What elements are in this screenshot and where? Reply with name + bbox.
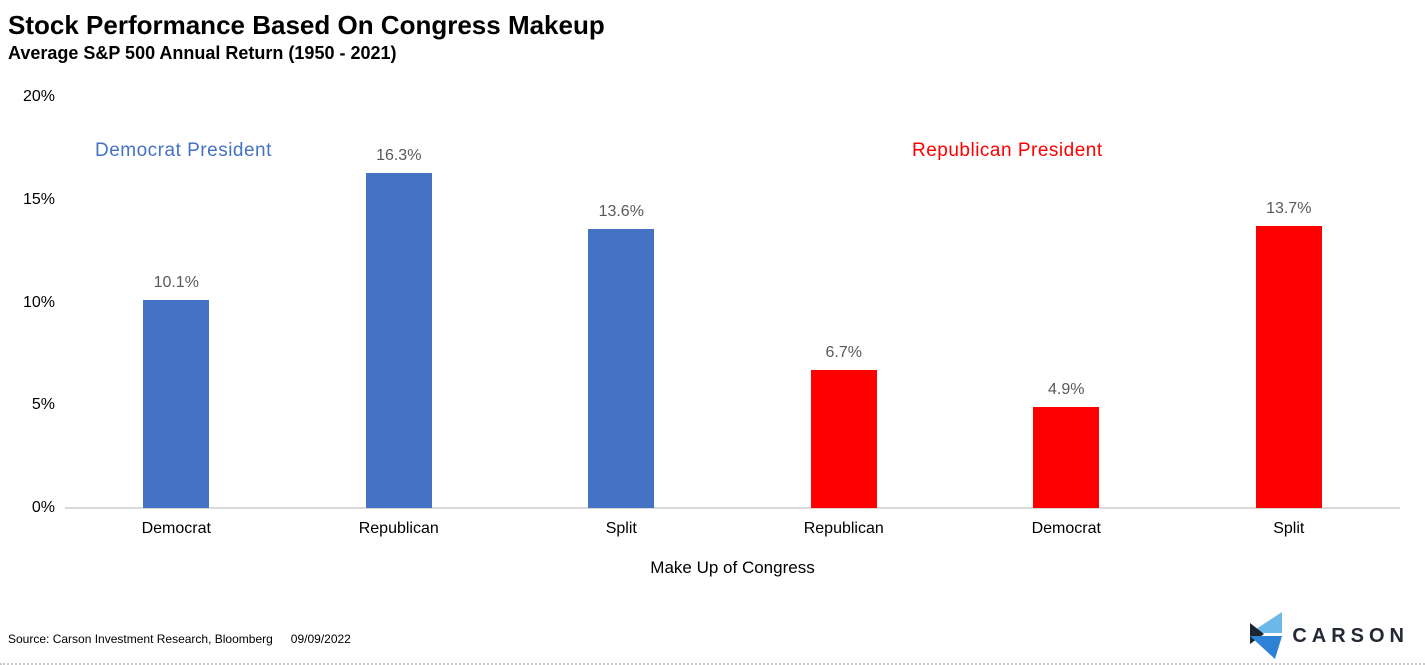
bar-republican-democrat [365,173,432,508]
value-label-republican-republican: 6.7% [825,344,862,361]
value-label-democrat-democrat: 10.1% [153,274,199,291]
category-label-republican-democrat: Republican [358,520,439,537]
bar-democrat-democrat [143,300,210,508]
category-label-republican-republican: Republican [803,520,884,537]
y-axis-tick-20: 20% [22,88,55,105]
legend-democrat-president: Democrat President [95,140,272,161]
value-label-split-democrat: 13.6% [598,203,644,220]
bar-republican-republican [810,370,877,508]
category-label-split-republican: Split [1273,520,1305,537]
bar-split-democrat [588,229,655,508]
chart-subtitle: Average S&P 500 Annual Return (1950 - 20… [8,43,397,63]
carson-logo: CARSON [1246,612,1409,660]
y-axis-tick-10: 10% [22,293,55,311]
bar-democrat-republican [1033,407,1100,508]
value-label-democrat-republican: 4.9% [1048,381,1085,398]
category-label-split-democrat: Split [605,520,637,537]
legend-republican-president: Republican President [912,140,1103,161]
category-label-democrat-democrat: Democrat [141,520,211,537]
x-axis-title: Make Up of Congress [650,558,815,577]
chart-title: Stock Performance Based On Congress Make… [8,10,605,40]
source-date: 09/09/2022 [290,632,351,646]
y-axis-tick-5: 5% [31,396,55,414]
source-line: Source: Carson Investment Research, Bloo… [8,632,351,646]
source-text: Source: Carson Investment Research, Bloo… [8,632,273,646]
value-label-republican-democrat: 16.3% [376,147,422,164]
category-label-democrat-republican: Democrat [1031,520,1101,537]
carson-logo-text: CARSON [1292,624,1409,647]
bar-split-republican [1255,226,1322,508]
x-axis-line [65,507,1400,509]
y-axis-tick-0: 0% [31,499,55,516]
value-label-split-republican: 13.7% [1266,200,1312,217]
carson-logo-icon [1250,612,1283,659]
y-axis-tick-15: 15% [22,190,55,208]
